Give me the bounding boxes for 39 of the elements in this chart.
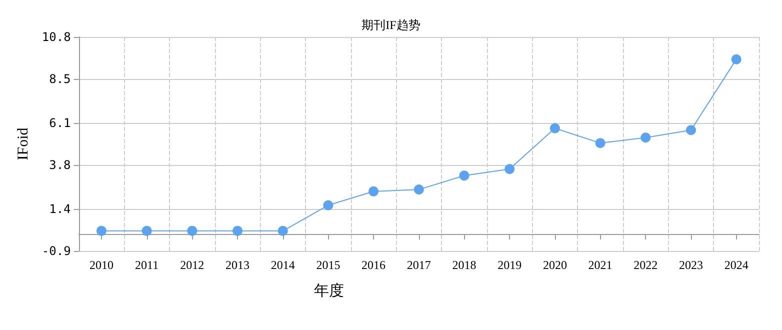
x-tick-label: 2010: [89, 258, 114, 272]
point: [187, 226, 198, 236]
y-tick-label: 6.1: [49, 116, 71, 130]
x-tick-label: 2023: [678, 258, 703, 272]
y-tick-label: 1.4: [49, 202, 71, 216]
point: [640, 132, 651, 143]
point: [232, 226, 243, 236]
x-tick-label: 2013: [226, 258, 250, 272]
point: [595, 138, 606, 148]
x-tick-label: 2020: [542, 258, 567, 272]
y-tick-label: 3.8: [49, 158, 71, 172]
x-axis-title: 年度: [314, 282, 344, 300]
y-tick-label: 10.8: [42, 30, 71, 44]
y-tick-label: 8.5: [49, 72, 71, 86]
y-tick-label: -0.9: [42, 244, 71, 258]
x-tick-label: 2014: [270, 258, 295, 272]
x-tick-label: 2022: [634, 258, 658, 272]
x-tick-label: 2017: [406, 258, 431, 272]
point: [731, 54, 742, 64]
point: [96, 226, 106, 236]
x-tick-label: 2012: [180, 258, 204, 272]
x-tick-label: 2018: [452, 258, 476, 272]
x-tick-label: 2019: [498, 258, 522, 272]
point: [142, 226, 152, 236]
x-tick-label: 2015: [316, 258, 340, 272]
point: [550, 123, 560, 134]
point: [504, 164, 515, 174]
chart-title: 期刊IF趋势: [362, 18, 420, 32]
x-tick-label: 2024: [724, 258, 748, 272]
point: [414, 184, 424, 195]
x-tick-label: 2016: [362, 258, 386, 272]
x-tick-label: 2011: [135, 258, 159, 272]
point: [278, 226, 288, 236]
y-axis-title: IFoid: [16, 127, 32, 160]
point: [368, 186, 379, 196]
point: [686, 125, 696, 136]
point: [323, 200, 334, 210]
x-tick-label: 2021: [588, 258, 612, 272]
point: [459, 170, 470, 181]
